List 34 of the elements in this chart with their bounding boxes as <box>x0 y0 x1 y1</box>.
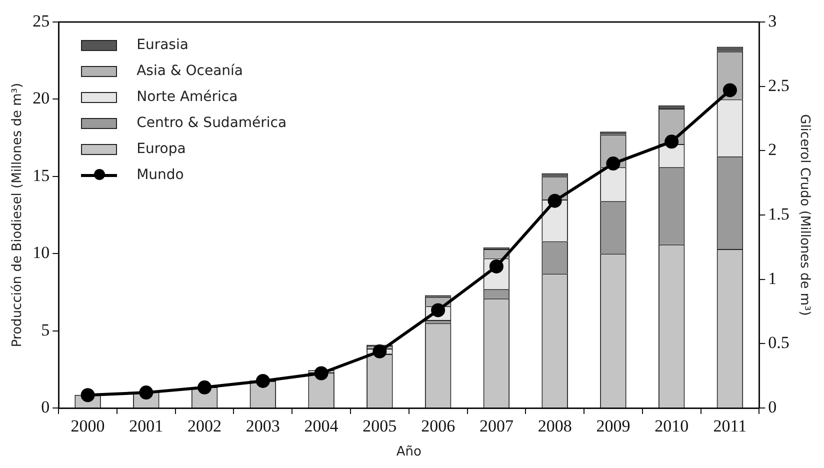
legend-label: Norte América <box>136 89 238 105</box>
y2-tick-label: 2.5 <box>768 76 790 95</box>
x-tick-label: 2002 <box>188 416 222 436</box>
y2-tick-label: 2 <box>768 140 777 160</box>
y2-tick-label: 3 <box>768 11 777 30</box>
x-tick-label: 2008 <box>538 416 572 436</box>
legend-label: Eurasia <box>136 37 188 53</box>
x-tick-label: 2000 <box>70 416 105 436</box>
y-tick-label: 20 <box>32 88 50 108</box>
x-tick-label: 2009 <box>596 416 630 436</box>
y2-tick-label: 1.5 <box>768 204 790 224</box>
x-tick-label: 2011 <box>713 416 747 436</box>
x-tick-label: 2006 <box>421 416 456 436</box>
y-axis-title: Producción de Biodiesel (Millones de m³) <box>10 82 26 348</box>
y2-tick-label: 0.5 <box>768 333 790 352</box>
y-tick-label: 0 <box>41 397 50 416</box>
legend-label: Mundo <box>136 167 184 183</box>
legend-label: Centro & Sudamérica <box>136 115 287 131</box>
x-tick-label: 2010 <box>654 416 689 436</box>
x-tick-label: 2003 <box>246 416 280 436</box>
y-tick-label: 5 <box>41 320 50 340</box>
x-tick-label: 2005 <box>362 416 397 436</box>
x-tick-label: 2007 <box>479 416 514 436</box>
y2-tick-label: 0 <box>768 397 777 416</box>
legend-label: Europa <box>136 141 186 157</box>
legend-label: Asia & Oceanía <box>136 63 244 79</box>
y-tick-label: 15 <box>32 166 50 185</box>
y-tick-label: 10 <box>32 243 50 262</box>
y2-axis-title: Glicerol Crudo (Millones de m³) <box>796 114 812 316</box>
y2-tick-label: 1 <box>768 268 777 288</box>
x-axis-title: Año <box>396 444 422 460</box>
y-tick-label: 25 <box>32 11 50 30</box>
x-tick-label: 2001 <box>129 416 164 436</box>
x-tick-label: 2004 <box>304 416 339 436</box>
